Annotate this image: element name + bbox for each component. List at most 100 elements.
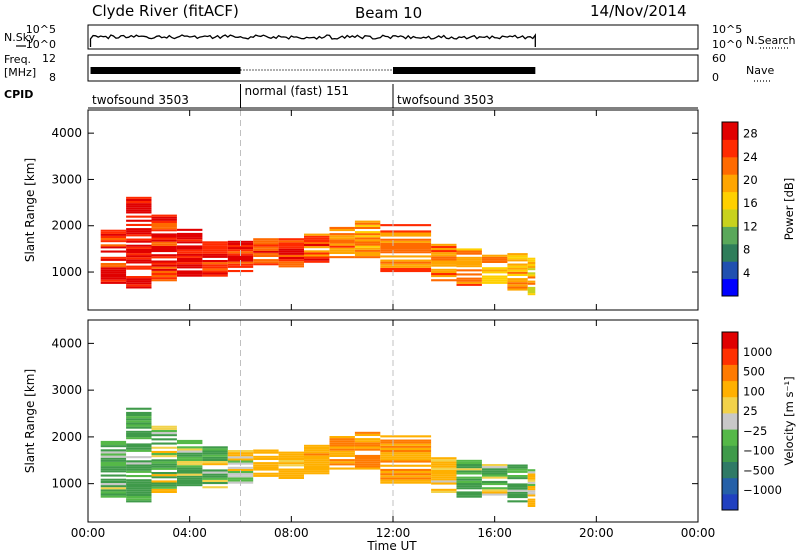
velocity-panel: 1000 2000 3000 4000 00:00 04:00 08:00 12:00 16:… bbox=[23, 319, 715, 553]
echo-cell bbox=[278, 257, 304, 260]
echo-cell bbox=[100, 493, 127, 496]
echo-cell bbox=[456, 468, 482, 471]
echo-cell bbox=[151, 275, 177, 278]
echo-cell bbox=[380, 224, 432, 227]
echo-cell bbox=[354, 251, 381, 254]
echo-cell bbox=[126, 257, 152, 260]
cpid-segment-0: twofsound 3503 bbox=[92, 93, 189, 107]
echo-cell bbox=[278, 240, 304, 243]
echo-cell bbox=[329, 235, 355, 238]
echo-cell bbox=[126, 240, 152, 243]
echo-cell bbox=[380, 251, 432, 254]
echo-cell bbox=[253, 462, 279, 465]
echo-cell bbox=[354, 438, 381, 441]
echo-cell bbox=[100, 271, 127, 274]
echo-cell bbox=[304, 447, 330, 450]
echo-cell bbox=[126, 418, 152, 421]
echo-cell bbox=[278, 263, 304, 266]
echo-cell bbox=[527, 488, 536, 491]
echo-cell bbox=[304, 457, 330, 460]
echo-cell bbox=[126, 282, 152, 285]
echo-cell bbox=[177, 475, 203, 478]
echo-cell bbox=[507, 257, 528, 260]
echo-cell bbox=[456, 263, 482, 266]
echo-cell bbox=[380, 454, 432, 457]
echo-cell bbox=[507, 284, 528, 287]
echo-cell bbox=[304, 241, 330, 244]
echo-cell bbox=[177, 471, 203, 474]
echo-cell bbox=[380, 452, 432, 455]
echo-cell bbox=[126, 414, 152, 417]
colorbar-cell bbox=[722, 261, 738, 280]
y-tick-label: 3000 bbox=[51, 383, 82, 397]
power-y-label: Slant Range [km] bbox=[23, 158, 37, 262]
echo-cell bbox=[527, 291, 536, 294]
echo-cell bbox=[126, 255, 152, 258]
echo-cell bbox=[278, 464, 304, 467]
colorbar-tick-label: 4 bbox=[743, 266, 750, 280]
echo-cell bbox=[177, 473, 203, 476]
echo-cell bbox=[482, 489, 508, 492]
colorbar-tick-label: 20 bbox=[743, 173, 758, 187]
echo-cell bbox=[482, 472, 508, 475]
echo-cell bbox=[507, 278, 528, 281]
echo-cell bbox=[304, 233, 330, 236]
colorbar-cell bbox=[722, 461, 738, 479]
echo-cell bbox=[329, 226, 355, 229]
echo-cell bbox=[329, 247, 355, 250]
echo-cell bbox=[151, 434, 177, 437]
echo-cell bbox=[354, 249, 381, 252]
echo-cell bbox=[278, 244, 304, 247]
echo-cell bbox=[253, 455, 279, 458]
echo-cell bbox=[354, 457, 381, 460]
velocity-cells bbox=[100, 407, 536, 507]
echo-cell bbox=[126, 278, 152, 281]
echo-cell bbox=[527, 293, 536, 296]
echo-cell bbox=[126, 424, 152, 427]
echo-cell bbox=[354, 433, 381, 436]
echo-cell bbox=[278, 474, 304, 477]
echo-cell bbox=[151, 227, 177, 230]
echo-cell bbox=[253, 468, 279, 471]
echo-cell bbox=[456, 466, 482, 469]
echo-cell bbox=[354, 220, 381, 223]
echo-cell bbox=[151, 465, 177, 468]
echo-cell bbox=[126, 411, 152, 414]
power-colorbar-ticks: 4 8 12 16 20 24 28 bbox=[743, 127, 758, 280]
echo-cell bbox=[527, 261, 536, 264]
echo-cell bbox=[126, 460, 152, 463]
power-y-ticks: 1000 2000 3000 4000 bbox=[51, 126, 698, 279]
echo-cell bbox=[507, 269, 528, 272]
echo-cell bbox=[100, 269, 127, 272]
echo-cell bbox=[354, 247, 381, 250]
echo-cell bbox=[482, 470, 508, 473]
echo-cell bbox=[151, 220, 177, 223]
echo-cell bbox=[456, 283, 482, 286]
echo-cell bbox=[456, 273, 482, 276]
x-tick-label: 16:00 bbox=[477, 526, 512, 540]
echo-cell bbox=[100, 466, 127, 469]
echo-cell bbox=[177, 442, 203, 445]
echo-cell bbox=[100, 265, 127, 268]
colorbar-tick-label: 8 bbox=[743, 243, 750, 257]
power-x-ticks bbox=[87, 110, 699, 310]
echo-cell bbox=[151, 476, 177, 479]
echo-cell bbox=[126, 253, 152, 256]
echo-cell bbox=[151, 474, 177, 477]
cpid-segment-2: twofsound 3503 bbox=[397, 93, 494, 107]
echo-cell bbox=[304, 453, 330, 456]
cpid-segment-1: normal (fast) 151 bbox=[245, 84, 349, 98]
echo-cell bbox=[354, 446, 381, 449]
echo-cell bbox=[456, 476, 482, 479]
echo-cell bbox=[126, 420, 152, 423]
echo-cell bbox=[304, 235, 330, 238]
echo-cell bbox=[354, 465, 381, 468]
echo-cell bbox=[507, 487, 528, 490]
velocity-colorbar-cells bbox=[722, 332, 738, 511]
echo-cell bbox=[202, 243, 228, 246]
echo-cell bbox=[177, 452, 203, 455]
station-title: Clyde River (fitACF) bbox=[92, 2, 239, 20]
echo-cell bbox=[151, 268, 177, 271]
echo-cell bbox=[126, 246, 152, 249]
